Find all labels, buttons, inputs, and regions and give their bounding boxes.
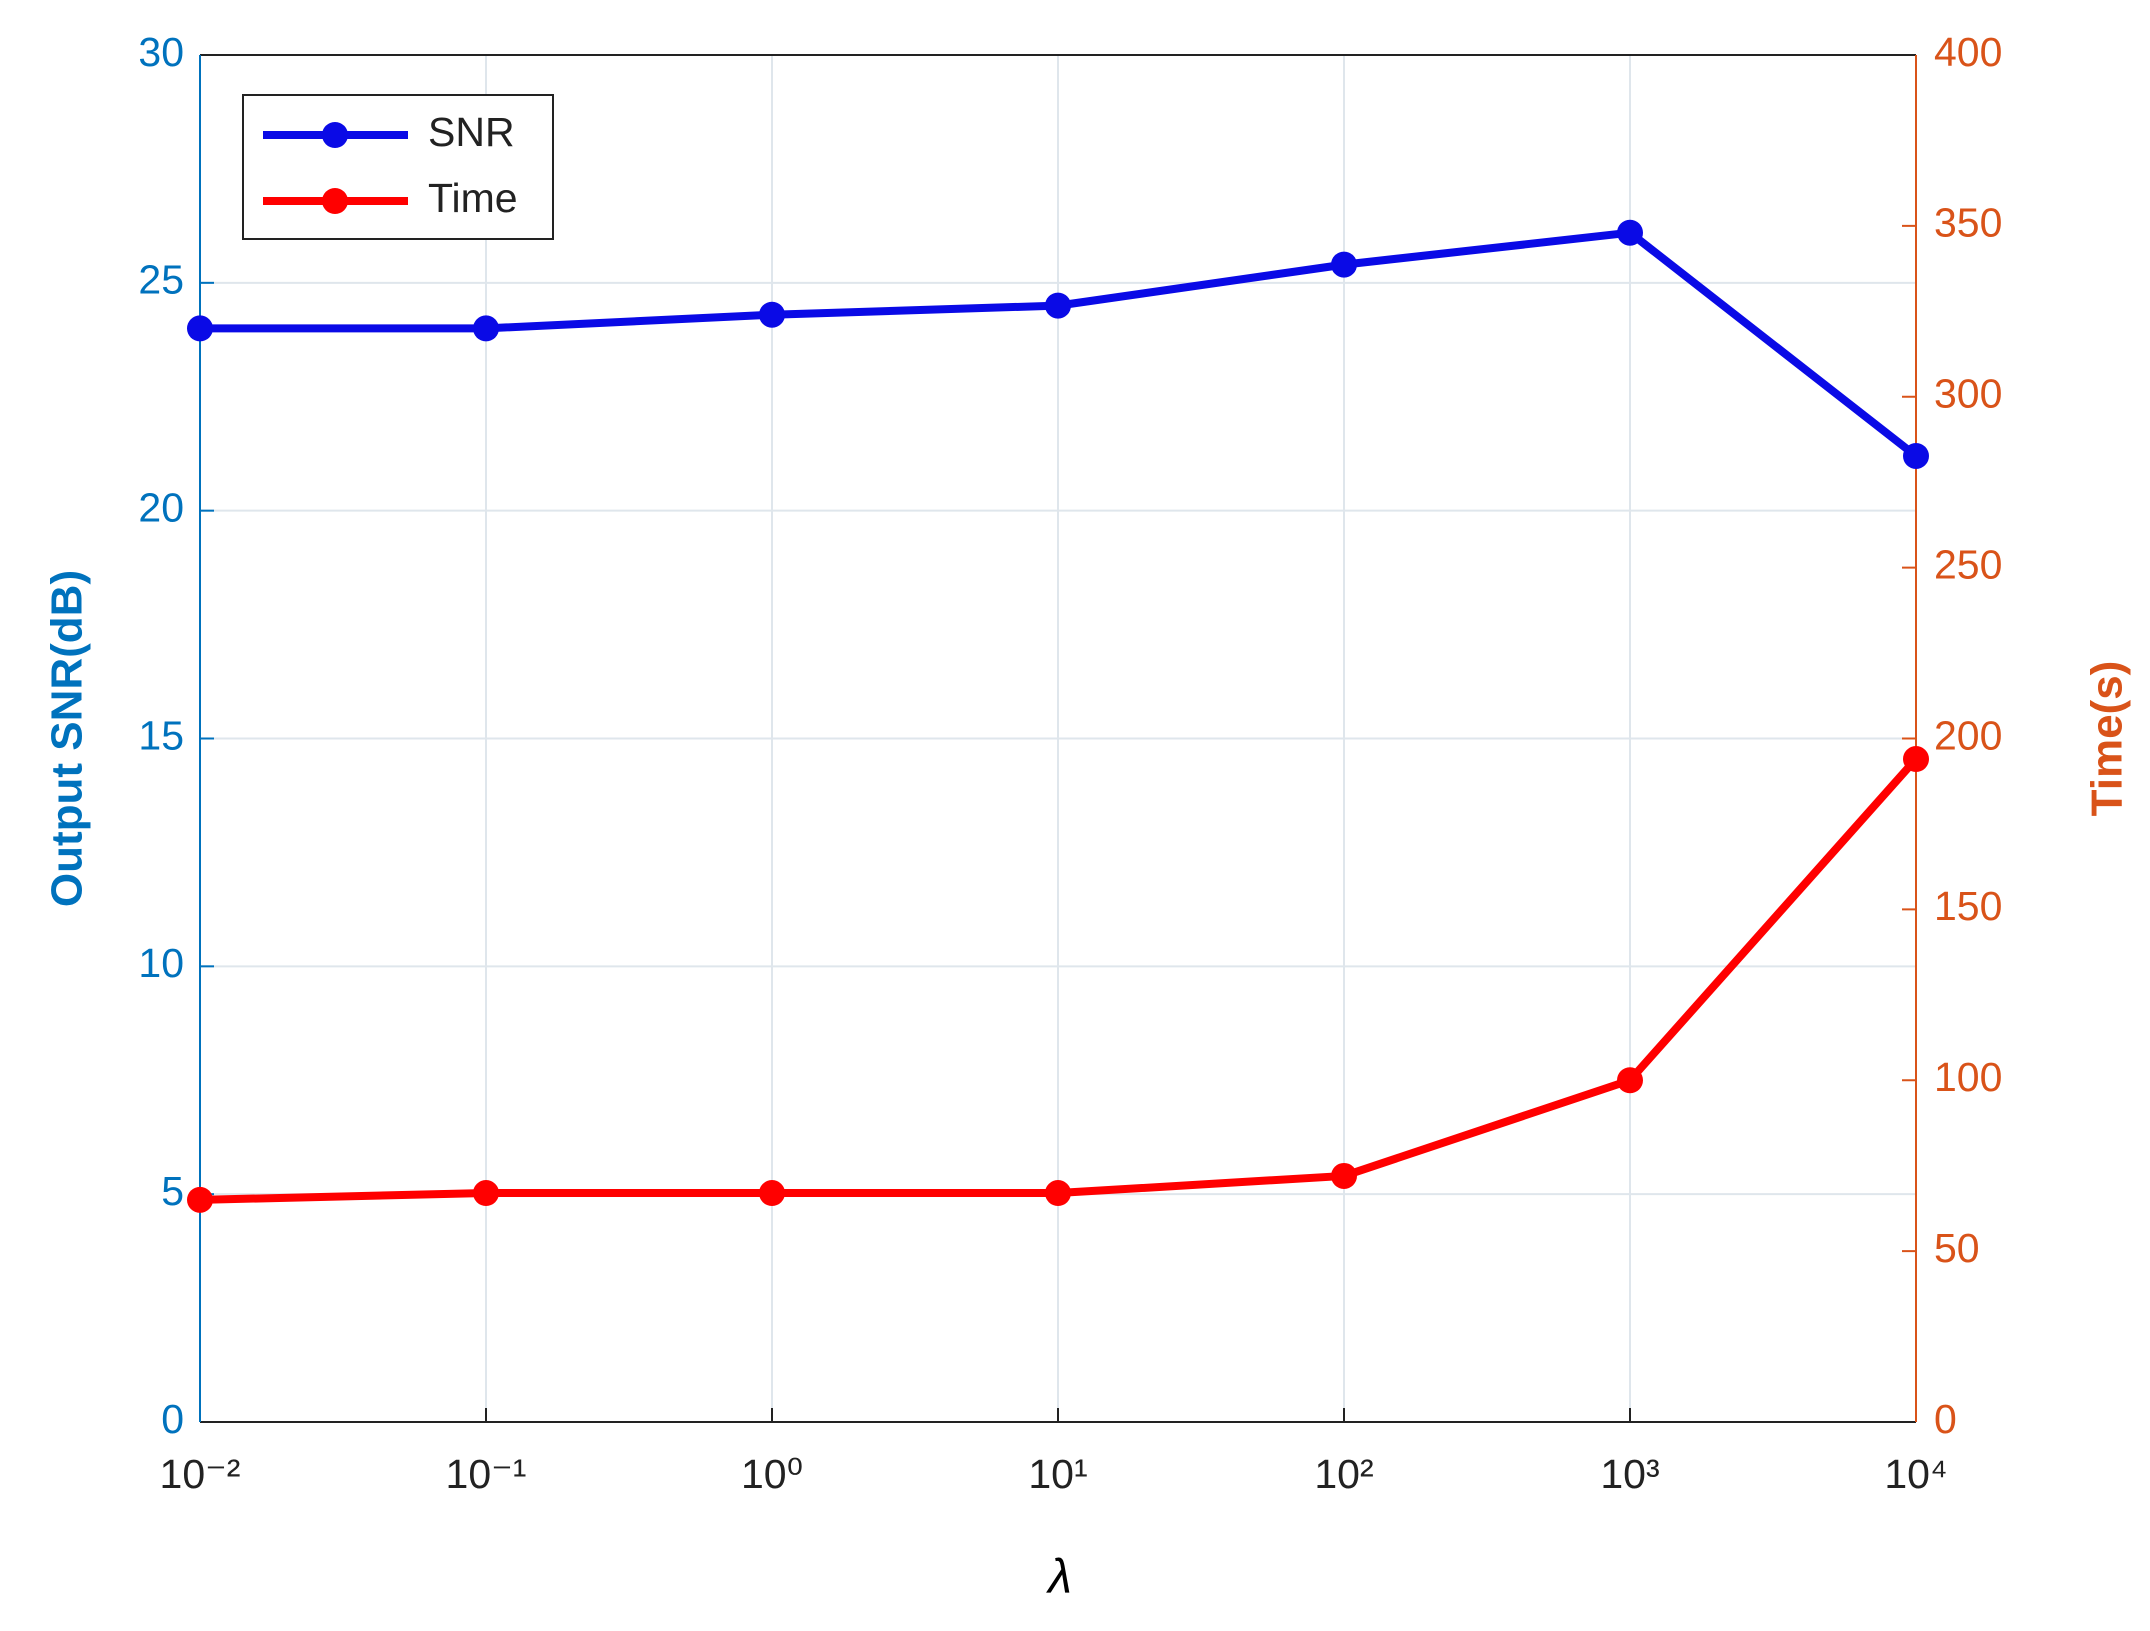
data-point	[473, 1180, 499, 1207]
data-point	[1045, 1180, 1071, 1207]
data-point	[1045, 292, 1071, 319]
y-tick-label: 20	[138, 484, 184, 530]
y-tick-label: 0	[161, 1396, 184, 1442]
legend-label: Time	[428, 175, 518, 221]
x-tick-label: 10³	[1600, 1451, 1659, 1497]
x-tick-label: 10⁻¹	[446, 1451, 527, 1497]
y-tick-label: 5	[161, 1168, 184, 1214]
y-tick-label: 30	[138, 29, 184, 75]
data-point	[187, 315, 213, 342]
x-tick-label: 10⁴	[1884, 1451, 1947, 1497]
y2-tick-label: 400	[1934, 29, 2002, 75]
x-tick-label: 10⁻²	[160, 1451, 241, 1497]
x-tick-label: 10¹	[1028, 1451, 1087, 1497]
data-point	[759, 301, 785, 328]
data-point	[187, 1186, 213, 1213]
legend-label: SNR	[428, 109, 515, 155]
y2-tick-label: 350	[1934, 200, 2002, 246]
y2-tick-label: 300	[1934, 371, 2002, 417]
y-tick-label: 15	[138, 712, 184, 758]
data-point	[759, 1180, 785, 1207]
legend-box	[242, 94, 554, 240]
data-point	[1617, 219, 1643, 246]
data-point	[1903, 442, 1929, 469]
legend-marker	[322, 122, 348, 148]
data-point	[473, 315, 499, 342]
data-point	[1331, 251, 1357, 278]
data-point	[1903, 746, 1929, 773]
y2-tick-label: 100	[1934, 1054, 2002, 1100]
y-tick-label: 25	[138, 257, 184, 303]
data-point	[1331, 1162, 1357, 1189]
y2-axis-label: Time(s)	[2083, 661, 2132, 817]
y2-tick-label: 50	[1934, 1225, 1980, 1271]
x-tick-label: 10⁰	[741, 1451, 803, 1497]
y2-tick-label: 200	[1934, 712, 2002, 758]
legend: SNR Time	[242, 94, 554, 240]
x-tick-label: 10²	[1314, 1451, 1373, 1497]
legend-marker	[322, 188, 348, 214]
x-axis-label: λ	[1045, 1551, 1072, 1604]
data-point	[1617, 1067, 1643, 1094]
y-tick-label: 10	[138, 940, 184, 986]
y2-tick-label: 150	[1934, 883, 2002, 929]
y2-tick-label: 250	[1934, 541, 2002, 587]
y-axis-label: Output SNR(dB)	[43, 570, 92, 907]
y2-tick-label: 0	[1934, 1396, 1957, 1442]
